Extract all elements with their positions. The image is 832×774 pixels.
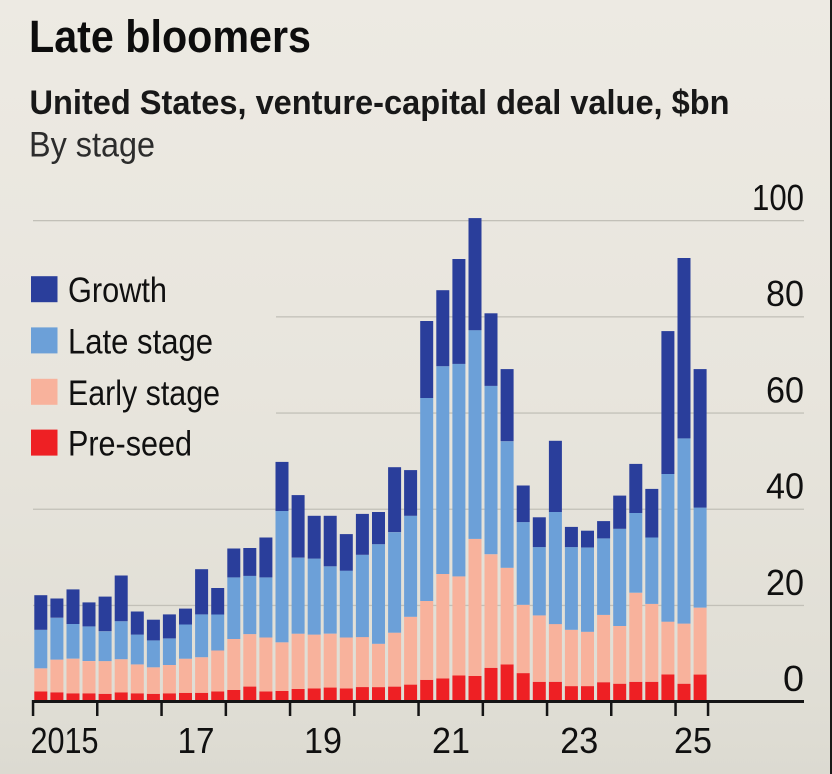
- svg-text:20: 20: [766, 562, 804, 603]
- svg-text:Late stage: Late stage: [68, 322, 213, 361]
- svg-text:By stage: By stage: [29, 126, 155, 165]
- svg-text:21: 21: [432, 720, 470, 761]
- svg-text:25: 25: [674, 720, 712, 761]
- svg-text:0: 0: [783, 658, 804, 699]
- svg-text:Growth: Growth: [68, 271, 167, 310]
- svg-text:Late bloomers: Late bloomers: [29, 11, 311, 62]
- svg-text:19: 19: [304, 720, 342, 761]
- svg-text:2015: 2015: [31, 720, 99, 761]
- svg-text:Early stage: Early stage: [68, 374, 220, 413]
- svg-text:Pre-seed: Pre-seed: [68, 425, 192, 464]
- svg-text:United States, venture-capital: United States, venture-capital deal valu…: [30, 84, 730, 122]
- svg-text:23: 23: [560, 720, 598, 761]
- svg-text:17: 17: [178, 720, 215, 761]
- svg-text:40: 40: [766, 466, 804, 507]
- svg-text:80: 80: [766, 273, 804, 314]
- svg-text:100: 100: [752, 177, 804, 218]
- svg-text:60: 60: [766, 369, 804, 410]
